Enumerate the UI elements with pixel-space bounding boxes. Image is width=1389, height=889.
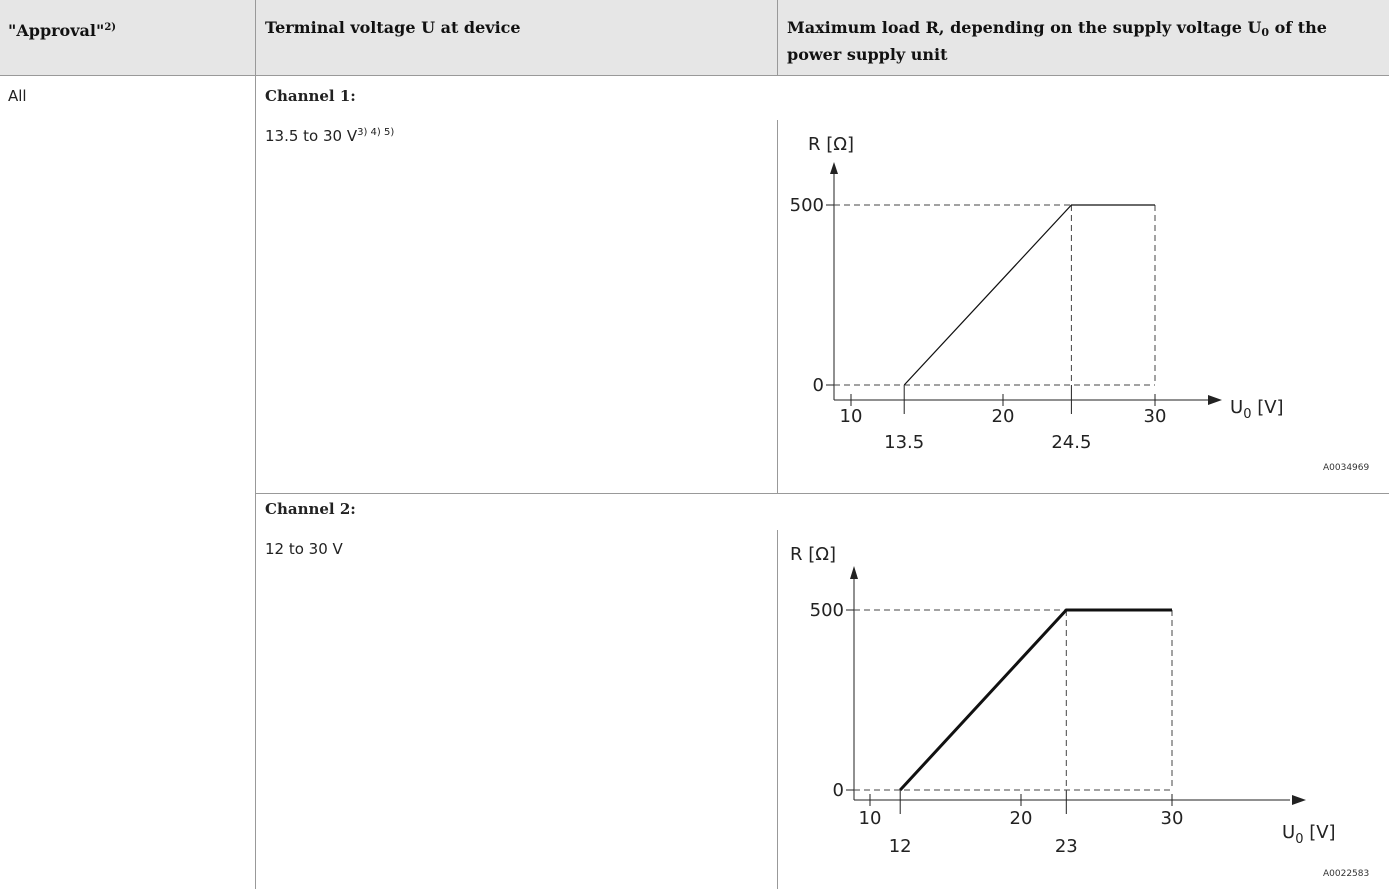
row-divider: [255, 493, 1389, 494]
y-tick-label: 500: [790, 195, 824, 216]
x-tick-label: 30: [1161, 808, 1184, 829]
column-divider: [777, 530, 778, 889]
load-series-line: [899, 608, 1172, 792]
y-tick-label: 500: [810, 600, 844, 621]
column-divider: [255, 0, 256, 889]
figure-id-2: A0022583: [1323, 869, 1370, 879]
x-mark-label: 13.5: [884, 432, 924, 453]
y-axis-label: R [Ω]: [808, 134, 854, 155]
approval-value: All: [8, 87, 27, 105]
channel1-voltage: 13.5 to 30 V3) 4) 5): [265, 127, 395, 145]
x-tick-label: 30: [1144, 406, 1167, 427]
figure-id-1: A0034969: [1323, 463, 1370, 473]
load-series-line: [903, 204, 1155, 386]
channel2-label: Channel 2:: [265, 500, 356, 518]
table-header-row: "Approval"2) Terminal voltage U at devic…: [0, 0, 1389, 76]
x-axis-label: U0 [V]: [1282, 822, 1336, 847]
column-divider: [777, 120, 778, 493]
y-tick-label: 0: [833, 780, 844, 801]
y-axis-label: R [Ω]: [790, 544, 836, 565]
x-mark-label: 23: [1055, 836, 1078, 857]
x-mark-label: 12: [889, 836, 912, 857]
x-tick-label: 20: [1010, 808, 1033, 829]
channel2-voltage: 12 to 30 V: [265, 540, 343, 558]
channel1-label: Channel 1:: [265, 87, 356, 105]
header-max-load: Maximum load R, depending on the supply …: [787, 18, 1327, 64]
x-tick-label: 10: [859, 808, 882, 829]
load-chart-channel-1: R [Ω] U0 [V] 10 20 30 13.5 24.5 500 0: [790, 134, 1284, 453]
header-approval: "Approval"2): [8, 21, 117, 40]
x-tick-label: 20: [992, 406, 1015, 427]
y-tick-label: 0: [813, 375, 824, 396]
load-chart-channel-2: R [Ω] U0 [V] 10 20 30 12 23 500 0: [790, 544, 1336, 857]
x-axis-label: U0 [V]: [1230, 397, 1284, 422]
header-terminal-voltage: Terminal voltage U at device: [265, 18, 521, 37]
column-divider: [777, 0, 778, 76]
x-tick-label: 10: [840, 406, 863, 427]
x-mark-label: 24.5: [1051, 432, 1091, 453]
